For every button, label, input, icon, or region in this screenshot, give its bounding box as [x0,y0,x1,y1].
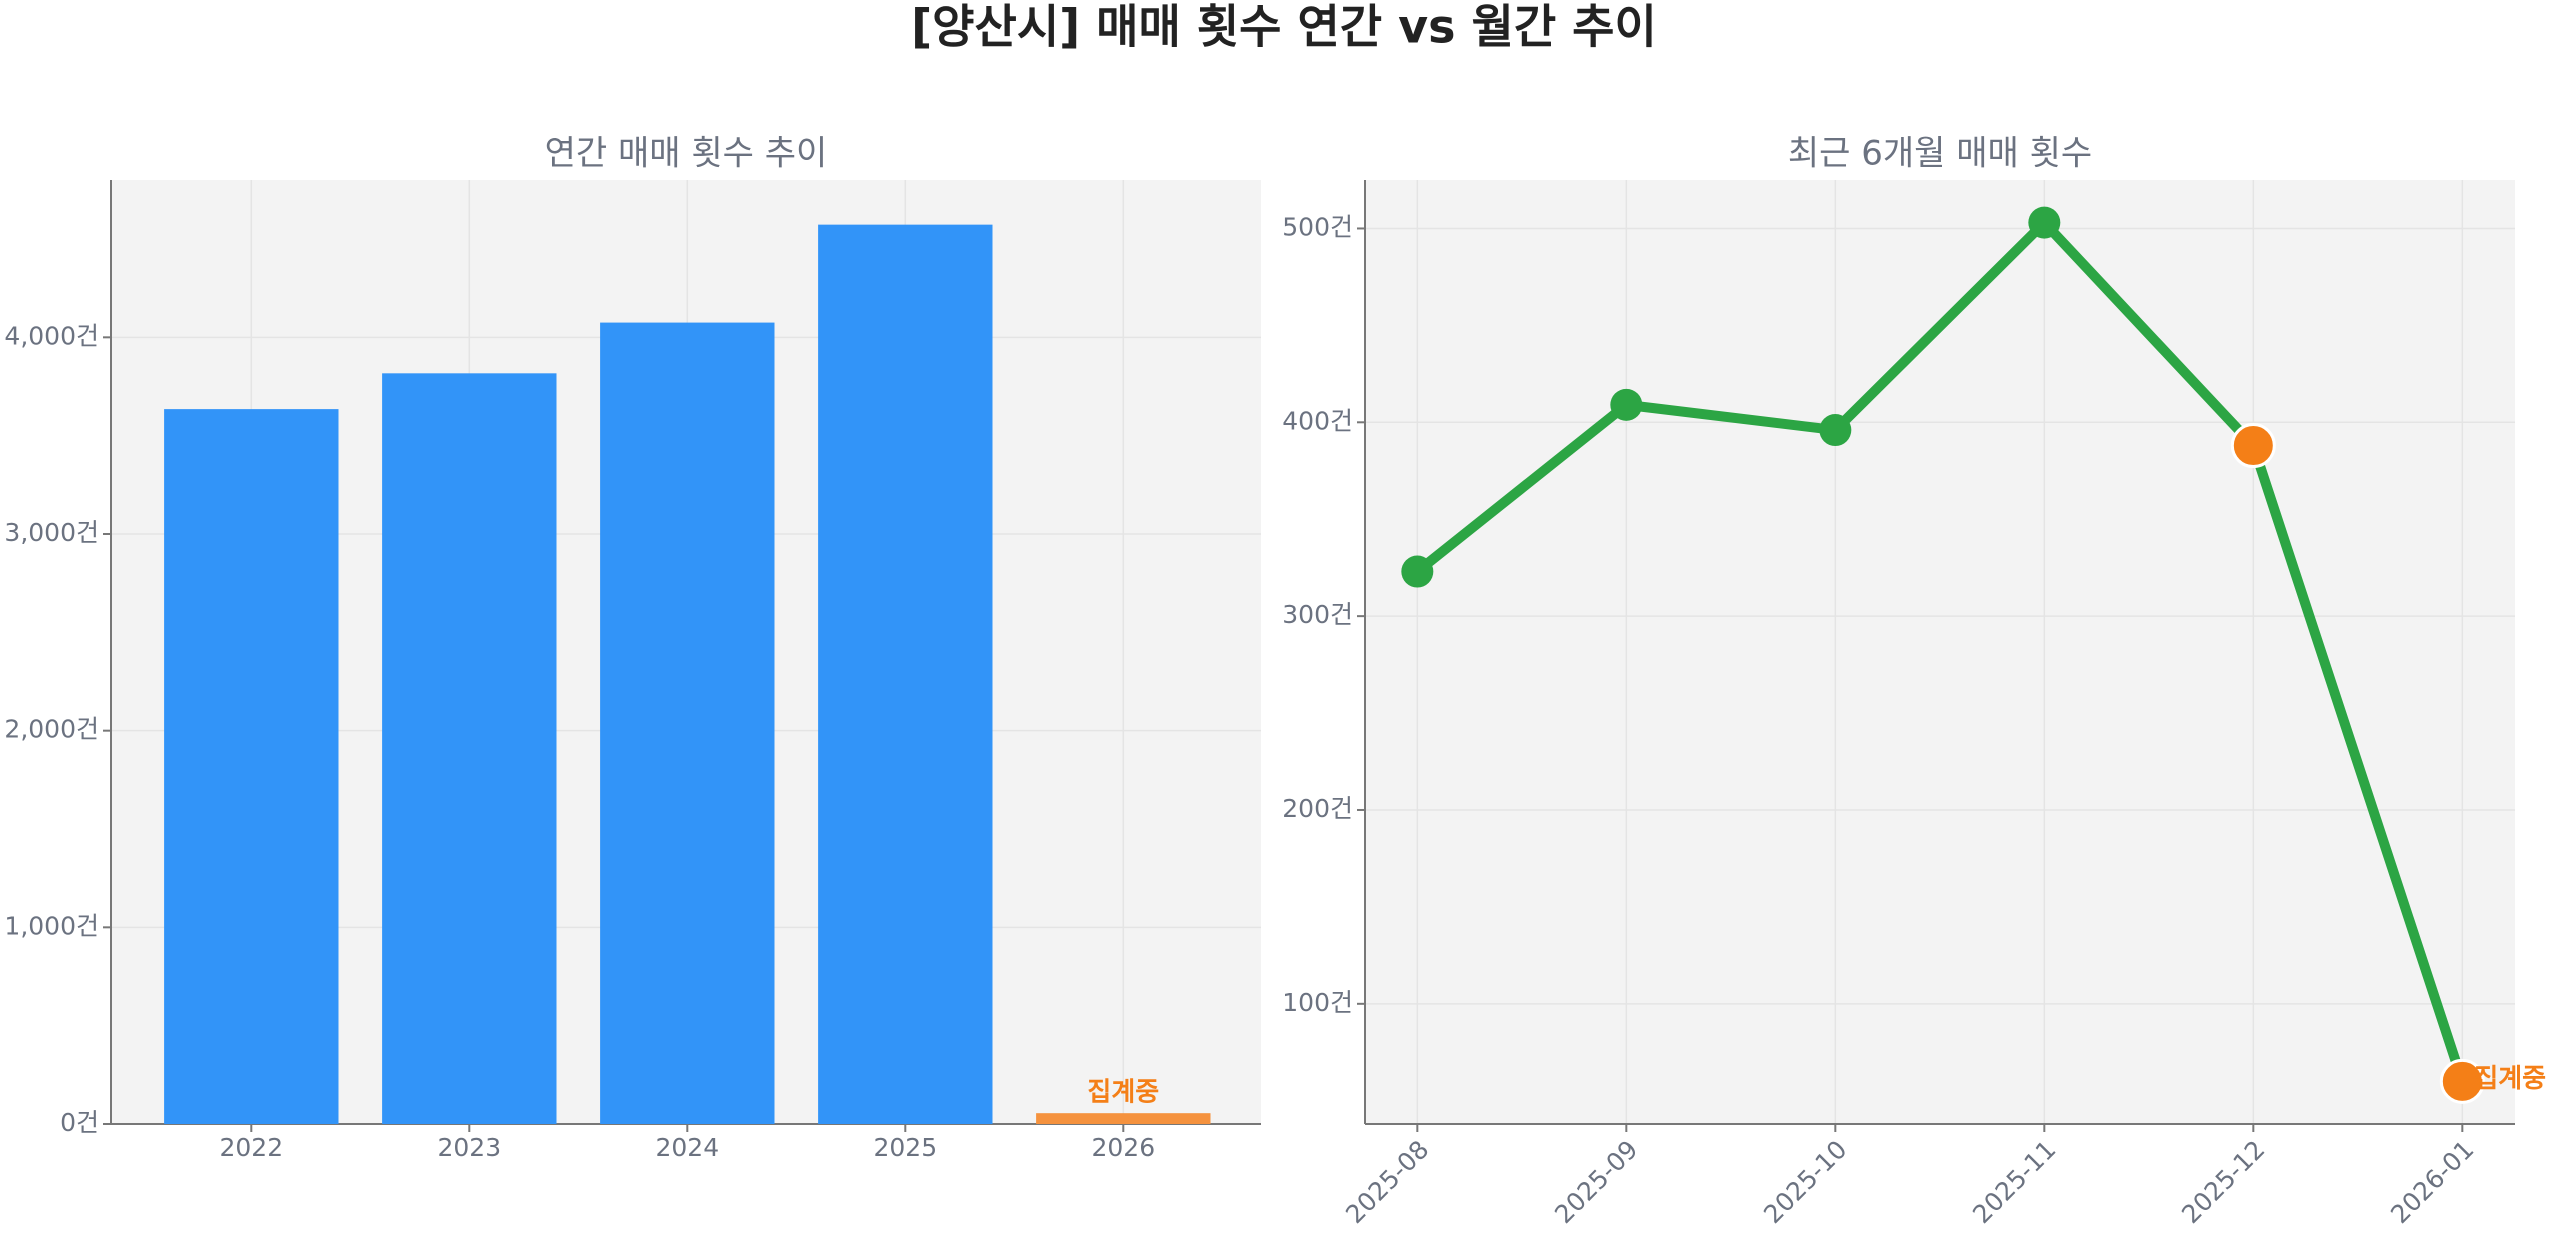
y-tick-label: 1,000건 [4,911,99,940]
y-tick-label: 3,000건 [4,518,99,547]
annotation: 집계중 [1087,1078,1159,1108]
bar [600,322,775,1124]
y-tick-label: 2,000건 [4,715,99,744]
y-tick-label: 400건 [1282,406,1353,435]
x-tick-label: 2022 [219,1133,283,1162]
annotation: 집계중 [2474,1064,2546,1094]
y-tick-label: 300건 [1282,600,1353,629]
y-tick-label: 500건 [1282,212,1353,241]
marker [1401,555,1434,588]
x-tick-label: 2025-11 [1967,1135,2061,1229]
chart-title: 연간 매매 횟수 추이 [545,134,828,174]
x-tick-label: 2025-10 [1758,1135,1852,1229]
x-tick-label: 2025-08 [1340,1135,1434,1229]
marker [2439,1058,2485,1104]
marker [2230,423,2276,469]
x-tick-label: 2026-01 [2385,1135,2479,1229]
bar [1036,1113,1211,1124]
x-tick-label: 2024 [655,1133,719,1162]
x-tick-label: 2023 [437,1133,501,1162]
bar [818,224,993,1125]
x-tick-label: 2025 [873,1133,937,1162]
bar [164,409,339,1124]
line [1414,217,2468,1083]
marker [1610,388,1643,421]
y-tick-label: 0건 [60,1108,99,1137]
y-tick-label: 200건 [1282,794,1353,823]
marker [2028,206,2061,239]
x-tick-label: 2025-09 [1549,1135,1643,1229]
x-tick-label: 2025-12 [2176,1135,2270,1229]
figure-title: [양산시] 매매 횟수 연간 vs 월간 추이 [911,0,1657,54]
marker [1819,414,1852,447]
y-tick-label: 100건 [1282,988,1353,1017]
bar [382,373,557,1124]
y-tick-label: 4,000건 [4,321,99,350]
x-tick-label: 2026 [1091,1133,1155,1162]
chart-title: 최근 6개월 매매 횟수 [1788,134,2092,174]
